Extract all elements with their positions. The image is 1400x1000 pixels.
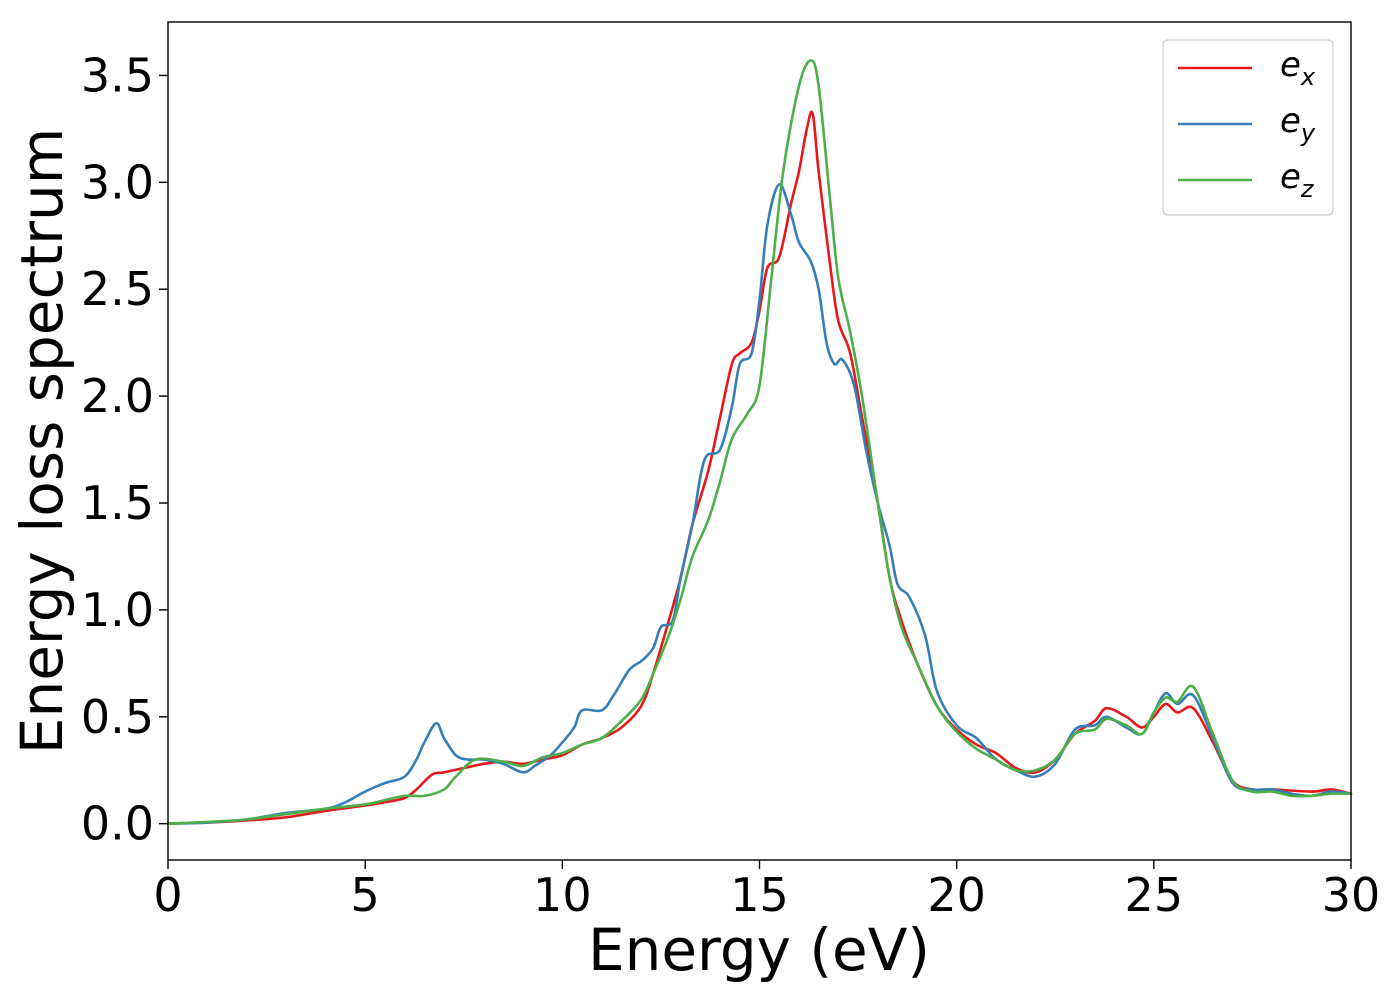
legend-frame xyxy=(1162,39,1334,216)
y-tick-label: 1.0 xyxy=(81,583,154,637)
series-line-z xyxy=(166,59,1353,825)
y-tick-label: 2.5 xyxy=(81,262,154,316)
legend: ex ey ez xyxy=(1162,39,1334,216)
x-tick-label: 15 xyxy=(730,868,789,922)
y-tick-label: 3.5 xyxy=(81,48,154,102)
y-tick-label: 2.0 xyxy=(81,369,154,423)
y-axis: 0.0 0.5 1.0 1.5 2.0 2.5 3.0 3.5 xyxy=(81,48,168,851)
legend-label-x: ex xyxy=(1280,45,1316,91)
series-layer xyxy=(166,59,1353,825)
x-tick-label: 30 xyxy=(1322,868,1381,922)
legend-label-z: ez xyxy=(1280,157,1315,203)
x-tick-label: 5 xyxy=(351,868,380,922)
y-tick-label: 1.5 xyxy=(81,476,154,530)
x-tick-label: 0 xyxy=(153,868,182,922)
x-axis: 0 5 10 15 20 25 30 xyxy=(153,860,1380,922)
y-axis-label: Energy loss spectrum xyxy=(8,128,76,754)
legend-label-y: ey xyxy=(1280,101,1316,147)
y-tick-label: 3.0 xyxy=(81,155,154,209)
y-tick-label: 0.0 xyxy=(81,797,154,851)
x-tick-label: 25 xyxy=(1125,868,1184,922)
y-tick-label: 0.5 xyxy=(81,690,154,744)
x-tick-label: 20 xyxy=(927,868,986,922)
x-tick-label: 10 xyxy=(533,868,592,922)
series-line-y xyxy=(166,183,1353,825)
x-axis-label: Energy (eV) xyxy=(588,916,930,984)
series-line-x xyxy=(166,110,1353,825)
